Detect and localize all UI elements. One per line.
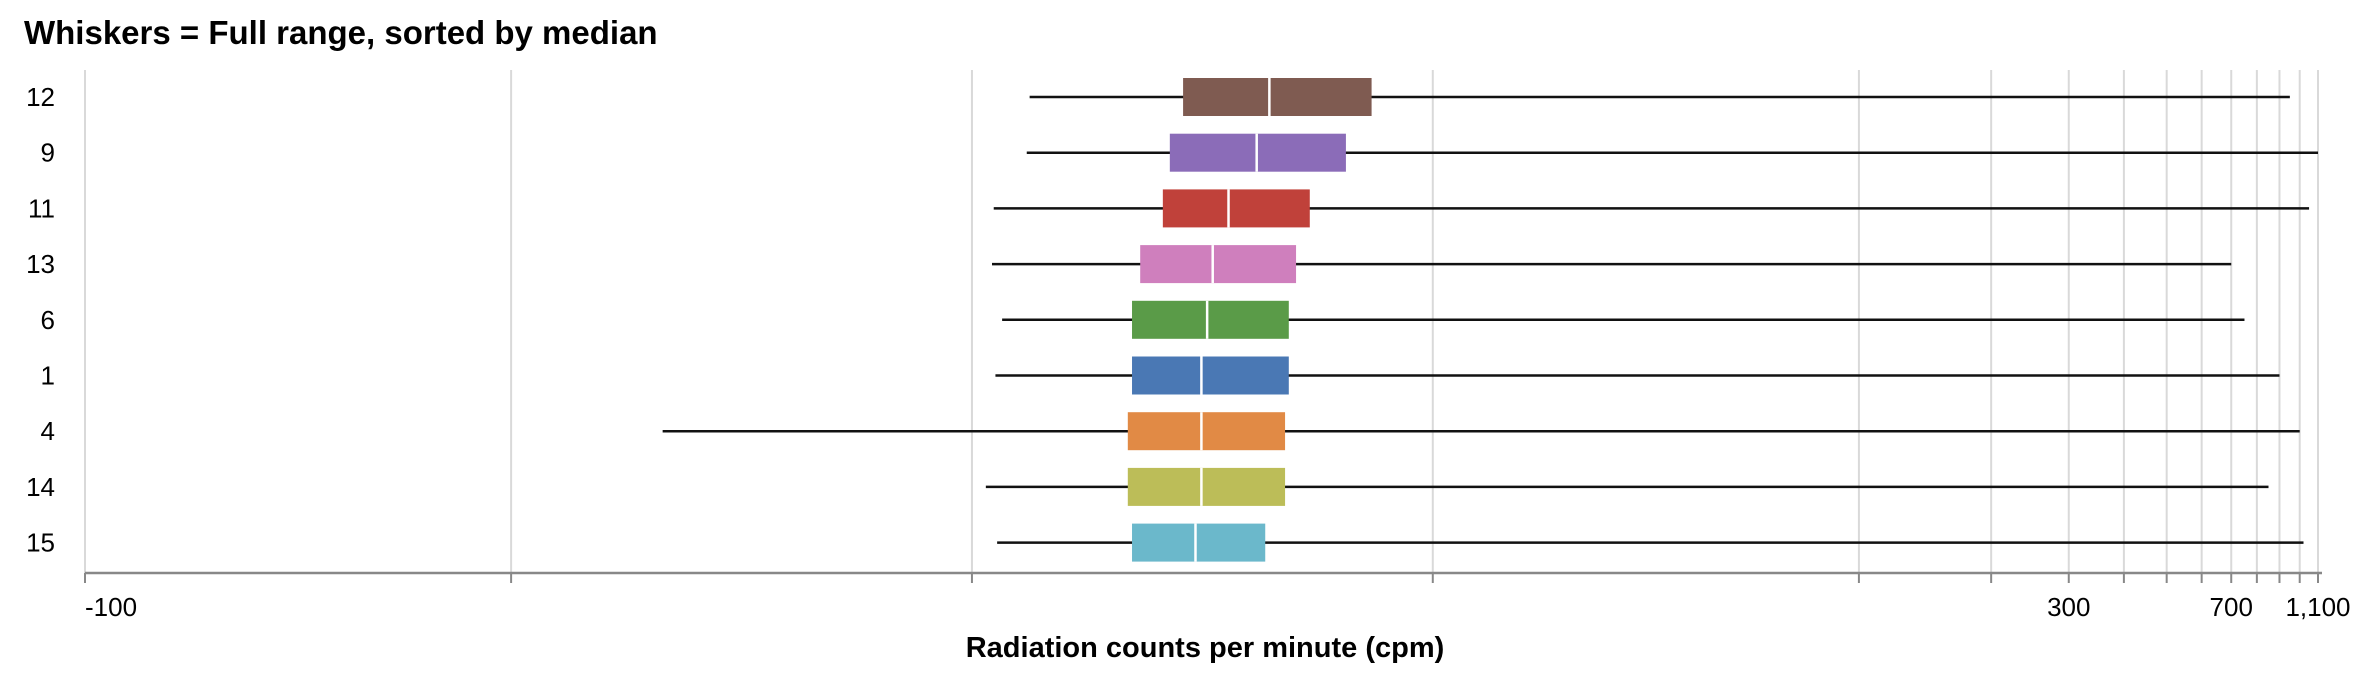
iqr-box [1132,356,1289,395]
y-category-label: 1 [41,361,55,391]
box-11 [993,189,2310,228]
y-category-label: 15 [26,528,55,558]
box-9 [1026,133,2318,172]
chart-title: Whiskers = Full range, sorted by median [24,14,658,51]
box-6 [1002,300,2245,339]
box-13 [992,245,2232,284]
iqr-box [1127,467,1286,506]
x-tick-label: 300 [2047,592,2090,622]
iqr-box [1183,78,1372,116]
x-tick-label: 1,100 [2285,592,2350,622]
box-14 [985,467,2269,506]
y-category-label: 9 [41,138,55,168]
iqr-box [1132,523,1266,562]
x-axis-title: Radiation counts per minute (cpm) [966,632,1445,664]
iqr-box [1162,189,1310,228]
box-4 [662,412,2300,451]
iqr-box [1132,300,1289,339]
x-axis [84,571,2322,583]
iqr-box [1127,412,1286,451]
box-15 [997,523,2304,562]
y-category-label: 13 [26,249,55,279]
x-tick-label: 700 [2210,592,2253,622]
y-category-label: 11 [28,193,55,223]
x-tick-label: -100 [85,592,137,622]
y-category-label: 4 [41,416,55,446]
box-series [662,78,2318,562]
y-category-label: 14 [26,472,55,502]
iqr-box [1140,245,1297,284]
y-category-label: 6 [41,305,55,335]
box-12 [1029,78,2290,116]
y-category-label: 12 [26,82,55,112]
box-1 [995,356,2280,395]
labels: -100 300 700 1,100 Radiation counts per minu… [26,82,2350,664]
